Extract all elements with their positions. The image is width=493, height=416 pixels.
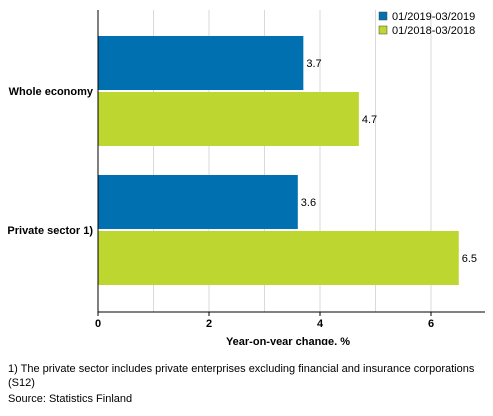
category-label: Whole economy [9,86,94,98]
category-labels: Whole economy Private sector 1) [7,86,93,237]
legend-swatch [378,25,388,35]
data-label: 3.6 [301,197,316,209]
legend-swatch [378,11,388,21]
category-label: Private sector 1) [7,225,93,237]
bar-0-1 [98,92,359,146]
bar-1-0 [98,175,298,229]
bar-1-1 [98,231,459,285]
bar-0-0 [98,36,304,90]
data-labels: 3.7 4.7 3.6 6.5 [301,58,477,265]
x-tick-label: 0 [95,318,101,330]
legend-label: 01/2019-03/2019 [392,11,475,23]
source-note: Source: Statistics Finland [8,393,133,405]
bar-chart: 3.7 4.7 3.6 6.5 Whole economy Private sector… [7,10,485,345]
x-tick-label: 6 [428,318,434,330]
data-label: 4.7 [362,114,377,126]
data-label: 3.7 [306,58,321,70]
bars [98,36,459,285]
data-label: 6.5 [462,253,477,265]
x-axis: 0 2 4 6 [95,10,485,330]
legend-label: 01/2018-03/2018 [392,25,475,37]
legend: 01/2019-03/2019 01/2018-03/2018 [378,11,475,37]
x-tick-label: 4 [317,318,324,330]
footnote: 1) The private sector includes private e… [8,363,475,389]
x-tick-label: 2 [206,318,212,330]
x-axis-label: Year-on-year change, % [226,336,350,345]
